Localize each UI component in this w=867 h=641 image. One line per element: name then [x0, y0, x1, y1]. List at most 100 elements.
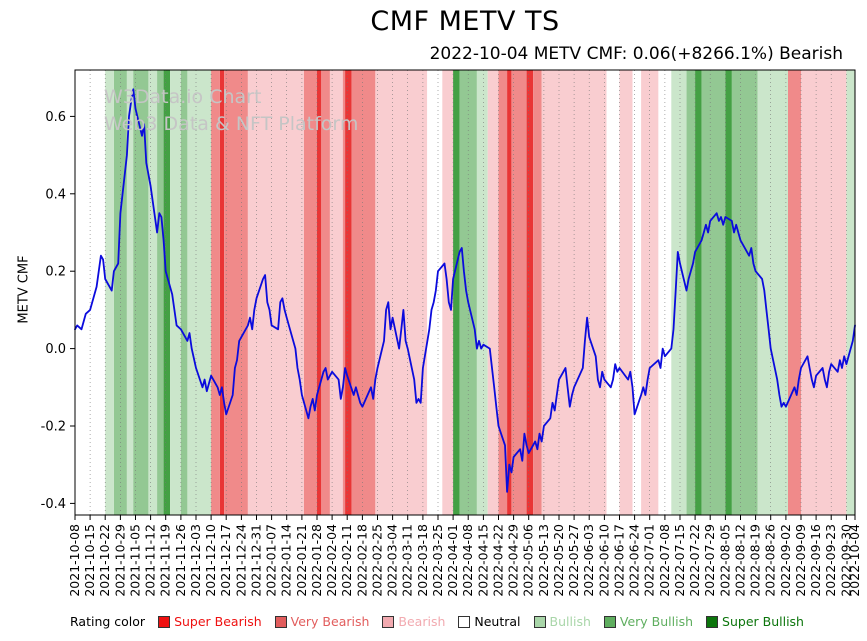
x-tick-label: 2022-06-17 [612, 524, 627, 597]
cmf-series-line [74, 88, 856, 493]
legend-label: Very Bearish [290, 614, 370, 629]
rating-band-bullish [671, 70, 687, 515]
rating-band-very-bullish [701, 70, 726, 515]
x-tick-label: 2022-02-18 [354, 524, 369, 597]
y-tick-label: 0.6 [45, 110, 66, 125]
rating-band-very-bullish [459, 70, 477, 515]
x-tick-label: 2022-06-10 [596, 524, 611, 597]
rating-band-very-bullish [731, 70, 758, 515]
x-tick-label: 2021-10-08 [67, 524, 82, 597]
y-tick-label: -0.2 [41, 420, 66, 435]
x-tick-label: 2022-04-08 [460, 524, 475, 597]
x-tick-label: 2022-09-23 [823, 524, 838, 597]
x-tick-label: 2021-11-26 [173, 524, 188, 597]
rating-band-very-bullish [157, 70, 164, 515]
x-tick-label: 2021-12-10 [203, 524, 218, 597]
legend-item-bearish: Bearish [382, 614, 445, 629]
legend-label: Super Bearish [174, 614, 262, 629]
x-tick-label: 2022-03-25 [430, 524, 445, 597]
x-tick-label: 2022-09-02 [778, 524, 793, 597]
legend-item-very-bearish: Very Bearish [274, 614, 370, 629]
x-tick-label: 2022-08-19 [748, 524, 763, 597]
legend-swatch [706, 615, 719, 628]
x-tick-label: 2022-01-28 [309, 524, 324, 597]
rating-band-very-bearish [498, 70, 508, 515]
x-tick-label: 2021-10-22 [97, 524, 112, 597]
x-tick-label: 2021-12-31 [249, 524, 264, 597]
x-tick-label: 2022-05-20 [551, 524, 566, 597]
rating-band-bearish [330, 70, 343, 515]
legend-label: Neutral [474, 614, 521, 629]
x-tick-label: 2022-07-08 [657, 524, 672, 597]
rating-band-super-bearish [526, 70, 534, 515]
legend-item-very-bullish: Very Bullish [603, 614, 694, 629]
rating-band-very-bearish [304, 70, 317, 515]
rating-band-very-bullish [180, 70, 188, 515]
x-tick-label: 2022-03-18 [415, 524, 430, 597]
rating-band-very-bullish [133, 70, 149, 515]
x-tick-label: 2021-12-03 [188, 524, 203, 597]
y-tick-label: 0.4 [45, 187, 66, 202]
rating-band-super-bearish [345, 70, 352, 515]
x-tick-label: 2022-09-30 [838, 524, 853, 597]
legend-label: Bullish [549, 614, 591, 629]
rating-band-very-bullish [113, 70, 127, 515]
rating-band-neutral [75, 70, 106, 515]
x-tick-label: 2022-07-01 [642, 524, 657, 597]
rating-band-super-bullish [725, 70, 732, 515]
x-tick-label: 2022-04-29 [506, 524, 521, 597]
legend-swatch [382, 615, 395, 628]
legend-item-neutral: Neutral [458, 614, 521, 629]
x-tick-label: 2022-05-27 [566, 524, 581, 597]
legend-label: Bearish [398, 614, 446, 629]
x-tick-label: 2021-10-15 [82, 524, 97, 597]
rating-band-super-bullish [163, 70, 171, 515]
x-tick-label: 2022-02-04 [324, 524, 339, 597]
y-tick-label: -0.4 [41, 497, 66, 512]
legend-title: Rating color [70, 614, 146, 629]
x-tick-label: 2021-12-24 [233, 524, 248, 597]
legend-label: Very Bullish [619, 614, 694, 629]
x-tick-label: 2022-08-26 [763, 524, 778, 597]
rating-band-bullish [170, 70, 181, 515]
legend-label: Super Bullish [722, 614, 804, 629]
legend-swatch [158, 615, 171, 628]
rating-band-bullish [105, 70, 114, 515]
x-tick-label: 2022-03-04 [385, 524, 400, 597]
rating-band-very-bearish [321, 70, 330, 515]
x-tick-label: 2022-04-01 [445, 524, 460, 597]
x-tick-label: 2022-01-21 [294, 524, 309, 597]
x-tick-label: 2022-04-22 [491, 524, 506, 597]
plot-border [74, 69, 856, 516]
x-tick-label: 2022-02-11 [339, 524, 354, 597]
rating-band-bullish [126, 70, 134, 515]
y-tick-label: 0.2 [45, 265, 66, 280]
y-axis-label: METV CMF [16, 255, 32, 324]
legend-item-super-bearish: Super Bearish [158, 614, 262, 629]
rating-band-neutral [658, 70, 672, 515]
x-tick-label: 2022-05-06 [521, 524, 536, 597]
rating-band-bearish [375, 70, 428, 515]
rating-band-bullish [846, 70, 855, 515]
rating-band-very-bullish [686, 70, 696, 515]
rating-band-neutral [632, 70, 642, 515]
rating-band-super-bearish [317, 70, 322, 515]
x-tick-label: 2021-11-19 [158, 524, 173, 597]
x-tick-label: 2022-07-22 [687, 524, 702, 597]
x-tick-label: 2022-02-25 [370, 524, 385, 597]
rating-band-super-bullish [695, 70, 702, 515]
rating-band-very-bearish [788, 70, 801, 515]
x-tick-label: 2022-08-12 [733, 524, 748, 597]
rating-band-very-bearish [211, 70, 220, 515]
rating-band-bearish [487, 70, 499, 515]
x-tick-label: 2022-03-11 [400, 524, 415, 597]
rating-band-very-bearish [342, 70, 346, 515]
rating-band-bullish [757, 70, 788, 515]
x-tick-label: 2021-12-17 [218, 524, 233, 597]
page-title: CMF METV TS [370, 6, 560, 37]
x-tick-label: 2021-11-12 [143, 524, 158, 597]
legend-item-bullish: Bullish [533, 614, 591, 629]
x-tick-label: 2022-09-16 [808, 524, 823, 597]
rating-band-bearish [641, 70, 659, 515]
